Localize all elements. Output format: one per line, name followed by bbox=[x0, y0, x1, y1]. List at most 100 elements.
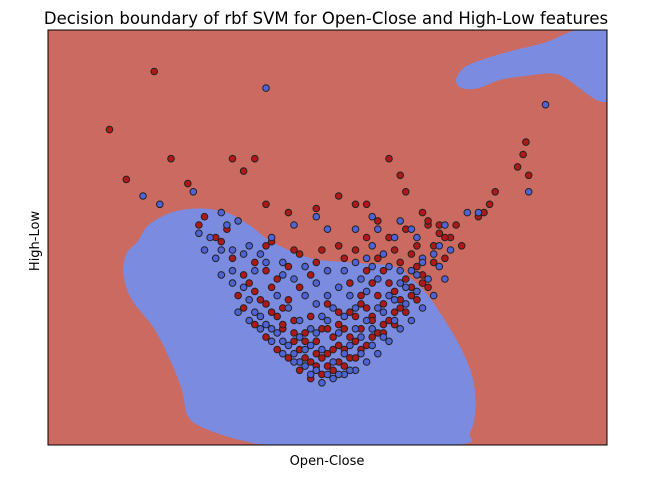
y-axis-label: High-Low bbox=[28, 211, 43, 272]
data-point-red bbox=[329, 366, 337, 375]
data-point-red bbox=[452, 221, 460, 229]
data-point-red bbox=[524, 171, 533, 180]
data-point-red bbox=[312, 337, 321, 346]
data-point-blue bbox=[407, 316, 416, 325]
data-point-red bbox=[374, 291, 382, 300]
data-point-red bbox=[228, 254, 237, 263]
data-point-red bbox=[407, 250, 416, 258]
data-point-blue bbox=[290, 349, 298, 358]
data-point-red bbox=[122, 175, 131, 184]
data-point-blue bbox=[524, 188, 533, 196]
data-point-blue bbox=[279, 337, 287, 346]
data-point-red bbox=[195, 221, 203, 229]
data-point-blue bbox=[284, 341, 293, 350]
data-point-red bbox=[340, 254, 349, 263]
data-point-blue bbox=[413, 233, 421, 242]
data-point-blue bbox=[329, 304, 337, 312]
data-point-red bbox=[418, 208, 427, 217]
data-point-red bbox=[522, 138, 530, 146]
data-point-red bbox=[318, 246, 326, 254]
data-point-blue bbox=[379, 308, 388, 317]
data-point-red bbox=[413, 296, 421, 304]
data-point-red bbox=[519, 150, 527, 159]
data-point-blue bbox=[262, 84, 270, 92]
data-point-blue bbox=[541, 100, 550, 109]
data-point-blue bbox=[312, 366, 321, 375]
data-point-blue bbox=[441, 221, 449, 229]
data-point-red bbox=[402, 188, 410, 196]
data-point-red bbox=[390, 246, 399, 254]
data-point-red bbox=[413, 242, 421, 250]
data-point-blue bbox=[256, 250, 265, 258]
data-point-red bbox=[312, 204, 321, 213]
data-point-red bbox=[379, 266, 388, 275]
data-point-red bbox=[150, 67, 158, 76]
data-point-red bbox=[273, 345, 282, 354]
data-point-blue bbox=[396, 266, 405, 275]
data-point-blue bbox=[390, 233, 399, 242]
data-point-blue bbox=[267, 233, 276, 242]
data-point-blue bbox=[306, 325, 315, 333]
data-point-blue bbox=[368, 325, 377, 333]
chart-title: Decision boundary of rbf SVM for Open-Cl… bbox=[44, 9, 608, 28]
data-point-blue bbox=[351, 325, 360, 333]
data-point-red bbox=[228, 154, 237, 163]
data-point-red bbox=[262, 200, 270, 209]
data-point-red bbox=[245, 279, 253, 287]
data-point-blue bbox=[362, 316, 371, 325]
data-point-blue bbox=[390, 296, 399, 304]
data-point-blue bbox=[290, 221, 298, 229]
data-point-red bbox=[295, 250, 304, 258]
data-point-red bbox=[262, 300, 270, 308]
data-point-red bbox=[362, 200, 371, 209]
data-point-blue bbox=[312, 300, 321, 308]
data-point-red bbox=[368, 279, 377, 287]
data-point-blue bbox=[318, 312, 326, 321]
data-point-blue bbox=[262, 320, 270, 329]
data-point-blue bbox=[228, 279, 237, 287]
data-point-blue bbox=[318, 379, 326, 387]
data-point-blue bbox=[340, 266, 349, 275]
data-point-red bbox=[251, 320, 259, 329]
x-axis-label: Open-Close bbox=[290, 454, 365, 469]
data-point-red bbox=[251, 287, 259, 296]
data-point-red bbox=[385, 279, 393, 287]
data-point-blue bbox=[385, 291, 393, 300]
data-point-blue bbox=[323, 370, 332, 379]
data-point-blue bbox=[390, 316, 399, 325]
data-point-red bbox=[295, 366, 304, 375]
data-point-red bbox=[234, 291, 242, 300]
data-point-red bbox=[323, 325, 332, 333]
data-point-blue bbox=[273, 291, 282, 300]
data-point-red bbox=[435, 229, 444, 238]
data-point-blue bbox=[351, 225, 360, 233]
data-point-blue bbox=[273, 329, 282, 337]
data-point-red bbox=[290, 337, 298, 346]
data-point-red bbox=[284, 354, 293, 362]
data-point-red bbox=[262, 242, 270, 250]
data-point-red bbox=[323, 300, 332, 308]
data-point-blue bbox=[340, 349, 349, 358]
data-point-red bbox=[340, 362, 349, 370]
data-point-red bbox=[362, 266, 371, 275]
data-point-blue bbox=[329, 374, 337, 383]
data-point-red bbox=[323, 349, 332, 358]
data-point-red bbox=[429, 258, 438, 267]
data-point-red bbox=[424, 217, 432, 225]
data-point-red bbox=[329, 333, 337, 341]
data-point-red bbox=[105, 125, 114, 134]
data-point-blue bbox=[267, 337, 276, 346]
data-point-red bbox=[346, 333, 354, 341]
data-point-blue bbox=[413, 287, 421, 296]
data-point-blue bbox=[295, 333, 304, 341]
data-point-red bbox=[329, 345, 337, 354]
data-point-blue bbox=[346, 341, 354, 350]
data-point-blue bbox=[323, 225, 332, 233]
data-point-blue bbox=[407, 225, 416, 233]
data-point-red bbox=[273, 312, 282, 321]
data-point-blue bbox=[251, 308, 259, 317]
data-point-red bbox=[239, 271, 248, 279]
data-point-blue bbox=[346, 291, 354, 300]
data-point-red bbox=[312, 349, 321, 358]
